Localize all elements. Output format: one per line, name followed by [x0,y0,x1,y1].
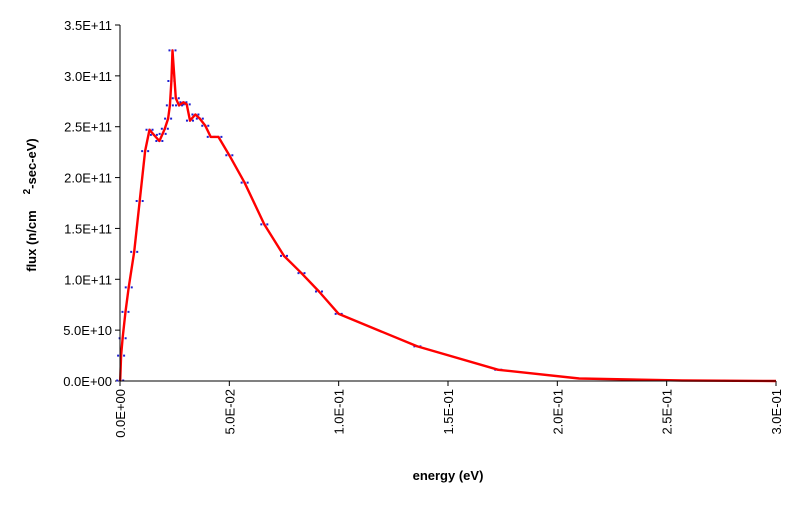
y-axis-title: flux (n/cm 2-sec-eV) [22,138,39,272]
y-tick-label: 1.5E+11 [64,221,112,236]
y-tick-label: 1.0E+11 [64,272,112,287]
y-tick-label: 2.5E+11 [64,120,112,135]
y-axis-title-superscript: 2 [22,188,33,194]
y-tick-label: 2.0E+11 [64,171,112,186]
y-axis-title-tail: -sec-eV) [24,138,39,189]
x-axis-title: energy (eV) [413,468,484,483]
x-tick-label: 3.0E-01 [769,389,784,435]
x-tick-label: 2.0E-01 [550,389,565,435]
y-tick-label: 5.0E+10 [63,323,112,338]
series-line [119,49,777,383]
x-tick-label: 0.0E+00 [113,389,128,438]
x-tick-label: 5.0E-02 [222,389,237,435]
y-tick-label: 3.5E+11 [64,18,112,33]
x-axis-ticks: 0.0E+00 5.0E-02 1.0E-01 1.5E-01 2.0E-01 2.5E-… [113,381,784,438]
plot-area [116,49,777,383]
y-tick-label: 0.0E+00 [63,374,112,389]
y-axis-ticks: 0.0E+00 5.0E+10 1.0E+11 1.5E+11 2.0E+11 2.5E+… [63,18,120,389]
y-axis-title-main: flux (n/cm [24,210,39,271]
y-tick-label: 3.0E+11 [64,69,112,84]
x-tick-label: 2.5E-01 [660,389,675,435]
x-tick-label: 1.5E-01 [441,389,456,435]
x-tick-label: 1.0E-01 [332,389,347,435]
